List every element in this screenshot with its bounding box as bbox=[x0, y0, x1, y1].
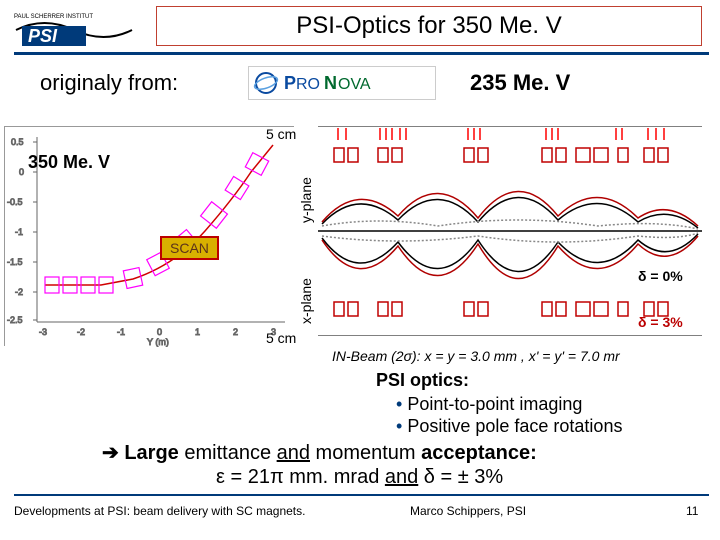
logo-top-text: PAUL SCHERRER INSTITUT bbox=[14, 14, 93, 20]
svg-text:-1: -1 bbox=[117, 327, 125, 337]
optics-bullet-2: • Positive pole face rotations bbox=[396, 416, 622, 437]
concl-large: Large bbox=[124, 442, 178, 464]
header: PAUL SCHERRER INSTITUT PSI PSI-Optics fo… bbox=[0, 0, 720, 52]
origin-label: originaly from: bbox=[40, 70, 178, 96]
svg-text:-2: -2 bbox=[77, 327, 85, 337]
svg-text:-3: -3 bbox=[39, 327, 47, 337]
svg-text:-0.5: -0.5 bbox=[7, 197, 23, 207]
svg-text:2: 2 bbox=[233, 327, 238, 337]
concl-and1: and bbox=[277, 442, 310, 464]
svg-text:-1: -1 bbox=[15, 227, 23, 237]
svg-text:Y (m): Y (m) bbox=[147, 337, 169, 347]
delta-0-label: δ = 0% bbox=[638, 268, 683, 284]
svg-text:-1.5: -1.5 bbox=[7, 257, 23, 267]
svg-text:0: 0 bbox=[19, 167, 24, 177]
page-number: 11 bbox=[686, 504, 698, 518]
svg-text:-2: -2 bbox=[15, 287, 23, 297]
psi-logo: PAUL SCHERRER INSTITUT PSI bbox=[14, 8, 134, 48]
top-5cm-label: 5 cm bbox=[266, 126, 296, 142]
header-rule bbox=[14, 52, 709, 55]
svg-text:RO: RO bbox=[296, 76, 320, 93]
svg-text:0.5: 0.5 bbox=[11, 137, 24, 147]
bottom-5cm-label: 5 cm bbox=[266, 330, 296, 346]
energy-350: 350 Me. V bbox=[28, 152, 110, 173]
concl-delta: δ = ± 3% bbox=[418, 466, 503, 488]
optics-bullet-1-text: Point-to-point imaging bbox=[407, 394, 582, 414]
conclusion-line-1: ➔ Large emittance and momentum acceptanc… bbox=[102, 440, 537, 465]
conclusion-line-2: ε = 21π mm. mrad and δ = ± 3% bbox=[216, 466, 503, 489]
concl-mom: momentum bbox=[310, 442, 421, 464]
xplane-label: x-plane bbox=[298, 278, 314, 324]
concl-eps: ε = 21π mm. mrad bbox=[216, 466, 385, 488]
svg-text:1: 1 bbox=[195, 327, 200, 337]
pronova-logo: P RO N OVA bbox=[248, 66, 436, 100]
yplane-label: y-plane bbox=[298, 177, 314, 223]
title-box: PSI-Optics for 350 Me. V bbox=[156, 6, 702, 46]
concl-acc: acceptance: bbox=[421, 442, 537, 464]
footer-middle: Marco Schippers, PSI bbox=[410, 504, 526, 518]
svg-text:0: 0 bbox=[157, 327, 162, 337]
svg-text:OVA: OVA bbox=[338, 76, 371, 93]
concl-emit: emittance bbox=[179, 442, 277, 464]
delta-3-label: δ = 3% bbox=[638, 314, 683, 330]
optics-heading: PSI optics: bbox=[376, 370, 469, 391]
footer-rule bbox=[14, 494, 709, 496]
right-envelope-plot bbox=[318, 126, 702, 336]
svg-text:N: N bbox=[324, 73, 337, 93]
optics-bullet-2-text: Positive pole face rotations bbox=[407, 416, 622, 436]
footer-left: Developments at PSI: beam delivery with … bbox=[14, 504, 305, 518]
inbeam-caption: IN-Beam (2σ): x = y = 3.0 mm , x' = y' =… bbox=[332, 348, 620, 364]
page-title: PSI-Optics for 350 Me. V bbox=[296, 12, 561, 40]
energy-235: 235 Me. V bbox=[470, 70, 570, 96]
optics-bullet-1: • Point-to-point imaging bbox=[396, 394, 582, 415]
logo-letters: PSI bbox=[28, 26, 58, 46]
scan-label: SCAN bbox=[160, 236, 219, 260]
concl-and2: and bbox=[385, 466, 418, 488]
svg-text:P: P bbox=[284, 73, 296, 93]
svg-text:-2.5: -2.5 bbox=[7, 315, 23, 325]
arrow-icon: ➔ bbox=[102, 442, 119, 464]
